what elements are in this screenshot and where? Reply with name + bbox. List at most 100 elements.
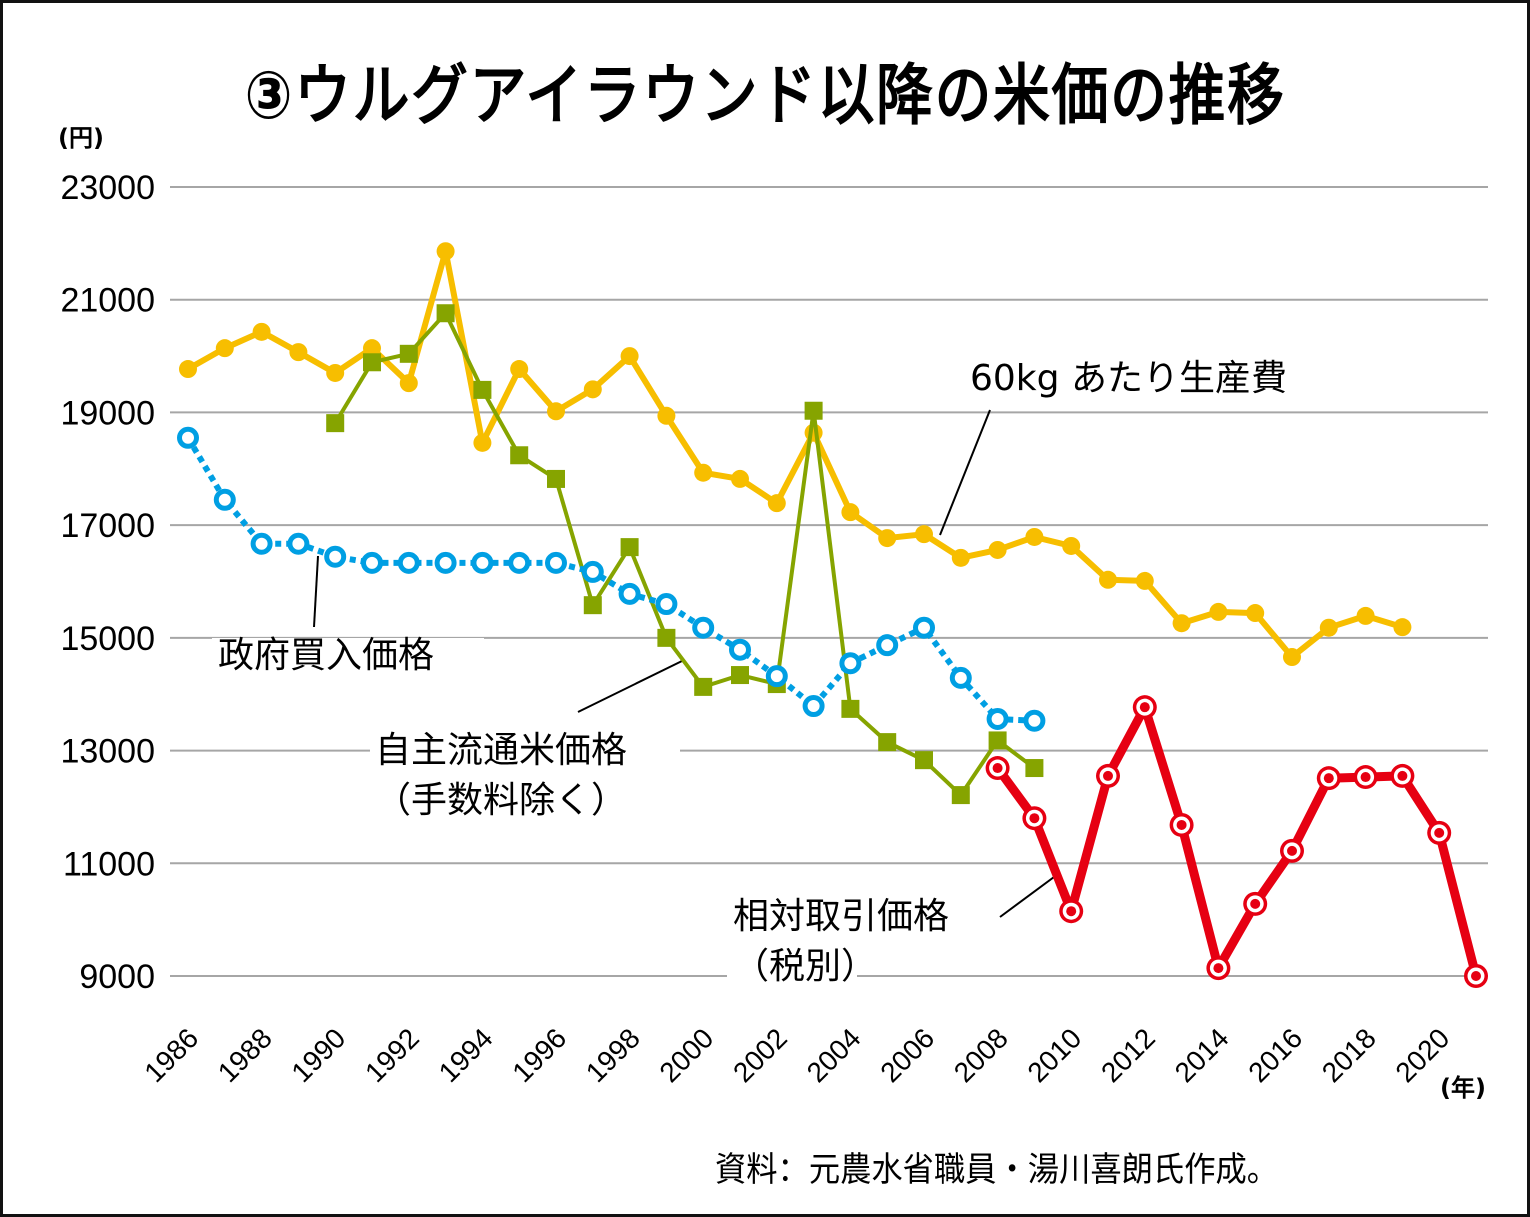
source-note: 資料：元農水省職員・湯川喜朗氏作成。 <box>715 1150 1279 1190</box>
x-tick-label: 2020 <box>1389 1022 1455 1088</box>
x-tick-label: 1996 <box>506 1022 572 1088</box>
label-background <box>370 735 680 775</box>
x-tick-label: 2014 <box>1169 1022 1235 1088</box>
data-point <box>545 551 567 574</box>
data-point <box>547 402 565 421</box>
data-point <box>1209 602 1228 621</box>
y-axis-ticks: 23000 21000 19000 17000 15000 13000 11000 9000 <box>60 169 155 996</box>
data-point <box>765 665 788 688</box>
series-line <box>993 702 1481 978</box>
data-point <box>399 374 418 393</box>
data-point <box>326 414 345 433</box>
data-point <box>620 538 639 557</box>
data-point <box>915 751 933 770</box>
x-tick-label: 2010 <box>1021 1022 1087 1088</box>
data-point <box>988 540 1007 559</box>
data-point <box>363 339 381 358</box>
chart-title: ③ウルグアイラウンド以降の米価の推移 <box>244 57 1286 134</box>
series-label: （税別） <box>733 946 877 987</box>
data-point <box>839 652 862 675</box>
data-point <box>510 446 529 465</box>
series-line <box>186 248 1404 660</box>
data-point <box>1172 614 1191 633</box>
data-point <box>915 525 933 544</box>
data-point <box>620 347 639 366</box>
data-point <box>510 360 529 379</box>
data-point-center <box>1323 773 1334 784</box>
data-point <box>436 304 455 323</box>
data-point-center <box>1250 898 1261 909</box>
data-point <box>179 360 197 379</box>
x-tick-label: 1998 <box>580 1022 646 1088</box>
data-point <box>581 560 604 583</box>
data-point <box>1025 759 1044 778</box>
data-point <box>657 406 676 425</box>
data-point <box>694 677 713 696</box>
data-point <box>473 380 492 399</box>
data-point <box>1356 606 1375 625</box>
leader-line <box>577 660 683 713</box>
data-point <box>692 616 715 639</box>
data-point <box>913 616 935 639</box>
y-tick-label: 9000 <box>79 958 155 996</box>
data-point <box>878 529 897 548</box>
y-axis-unit: (円) <box>58 124 104 152</box>
leader-line <box>939 409 991 536</box>
data-point-center <box>1139 702 1150 713</box>
data-point <box>508 551 531 574</box>
y-tick-label: 19000 <box>60 394 155 432</box>
x-axis-unit: (年) <box>1440 1074 1486 1102</box>
series-label: 政府買入価格 <box>218 635 434 676</box>
x-tick-label: 2000 <box>653 1022 719 1088</box>
data-point <box>731 469 749 488</box>
data-point <box>583 596 602 615</box>
x-tick-label: 1992 <box>359 1022 425 1088</box>
series-production-cost <box>179 242 1412 667</box>
y-tick-label: 21000 <box>60 282 155 320</box>
series-label: （手数料除く） <box>375 780 627 821</box>
data-point <box>802 695 825 718</box>
data-point-center <box>992 763 1003 774</box>
x-tick-label: 1994 <box>433 1022 499 1088</box>
series-relative <box>985 695 1488 988</box>
data-point-center <box>1287 845 1297 856</box>
data-point <box>1283 648 1301 667</box>
label-background <box>727 950 857 990</box>
y-tick-label: 17000 <box>60 507 155 545</box>
data-point <box>547 469 565 488</box>
series-label: 相対取引価格 <box>733 896 949 937</box>
data-point <box>1099 570 1117 589</box>
data-point <box>583 380 602 399</box>
series-gov-purchase <box>177 426 1046 732</box>
data-point <box>250 532 273 555</box>
data-point <box>729 638 751 661</box>
data-point <box>841 503 860 522</box>
x-tick-label: 2004 <box>801 1022 867 1088</box>
annotation-leaders <box>212 409 1055 990</box>
y-tick-label: 11000 <box>63 845 155 883</box>
data-point <box>767 494 786 513</box>
x-tick-label: 2018 <box>1316 1022 1382 1088</box>
data-point <box>397 551 420 574</box>
data-point <box>289 343 308 362</box>
data-point <box>694 463 713 482</box>
data-point <box>434 551 457 574</box>
data-point <box>804 401 823 420</box>
data-point <box>951 786 970 805</box>
data-point <box>215 339 234 358</box>
data-point <box>1393 618 1412 637</box>
y-tick-label: 13000 <box>60 733 155 771</box>
data-point-center <box>1029 813 1040 824</box>
data-point <box>324 545 347 568</box>
data-point <box>618 582 641 605</box>
data-point <box>471 551 494 574</box>
data-point <box>177 426 199 449</box>
data-point <box>731 666 749 685</box>
x-tick-label: 2002 <box>727 1022 793 1088</box>
data-point-center <box>1434 827 1445 838</box>
data-point <box>1023 709 1046 732</box>
y-tick-label: 15000 <box>60 620 155 658</box>
data-point-center <box>1397 770 1408 781</box>
